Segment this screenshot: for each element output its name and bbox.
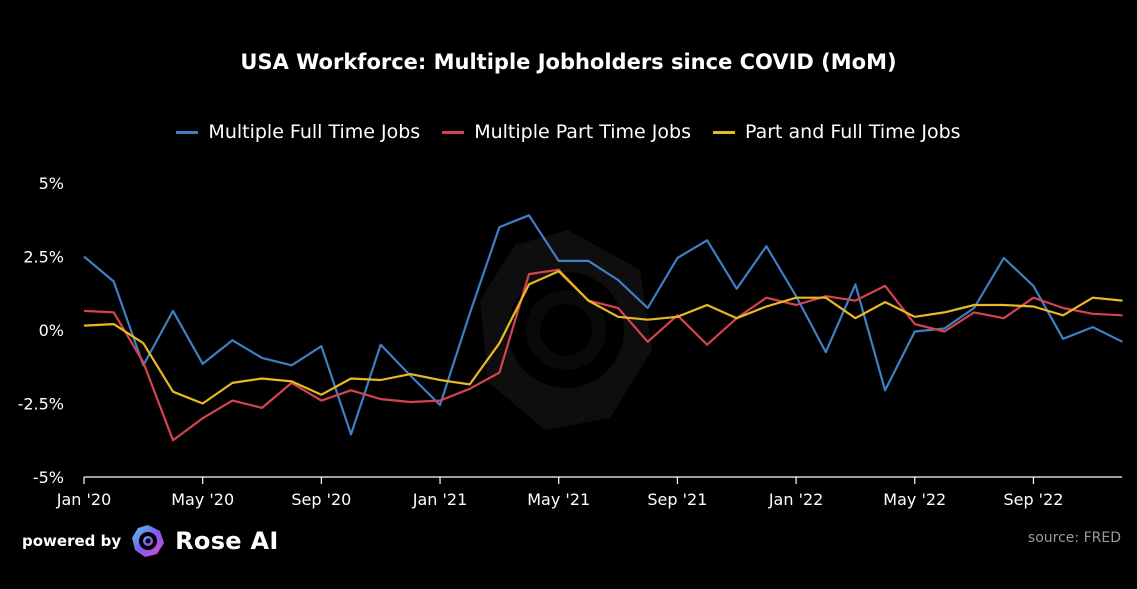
legend-swatch-part-time [442, 130, 465, 134]
brand-name: Rose AI [175, 527, 279, 555]
chart-legend: Multiple Full Time Jobs Multiple Part Ti… [0, 121, 1137, 143]
legend-item-full-time[interactable]: Multiple Full Time Jobs [176, 121, 420, 143]
legend-swatch-part-and-full [712, 130, 735, 134]
legend-label-part-and-full: Part and Full Time Jobs [744, 121, 961, 143]
y-tick-label: 0% [39, 321, 64, 340]
x-tick-label: May '22 [883, 490, 946, 509]
x-tick-label: May '20 [171, 490, 234, 509]
legend-item-part-time[interactable]: Multiple Part Time Jobs [442, 121, 691, 143]
series-line-full-time [83, 214, 1123, 436]
x-tick-label: Jan '22 [768, 490, 824, 509]
x-tick-label: Sep '22 [1003, 490, 1063, 509]
y-tick-label: 2.5% [23, 248, 64, 267]
x-tick-label: Sep '21 [647, 490, 707, 509]
rose-ai-logo-icon [132, 525, 165, 557]
footer-branding: powered by Rose AI [22, 524, 279, 558]
x-tick-label: May '21 [527, 490, 590, 509]
powered-by-label: powered by [22, 532, 122, 550]
x-tick-label: Sep '20 [291, 490, 351, 509]
legend-label-full-time: Multiple Full Time Jobs [208, 121, 421, 143]
series-layer [83, 214, 1123, 442]
y-tick-label: 5% [39, 174, 64, 193]
source-label: source: FRED [1027, 530, 1121, 546]
legend-swatch-full-time [176, 130, 199, 134]
watermark-logo [480, 230, 652, 430]
x-tick-label: Jan '21 [412, 490, 468, 509]
legend-label-part-time: Multiple Part Time Jobs [474, 121, 691, 143]
series-line-part-and-full [83, 270, 1123, 405]
legend-item-part-and-full[interactable]: Part and Full Time Jobs [712, 121, 961, 143]
y-tick-label: -5% [33, 468, 64, 487]
axes: 5% 2.5% 0% -2.5% -5% Jan '20 May '20 Sep '20 Jan… [18, 174, 1122, 509]
series-line-part-time [83, 268, 1123, 442]
x-tick-label: Jan '20 [56, 490, 112, 509]
y-tick-label: -2.5% [18, 395, 64, 414]
chart-title: USA Workforce: Multiple Jobholders since… [240, 50, 897, 74]
